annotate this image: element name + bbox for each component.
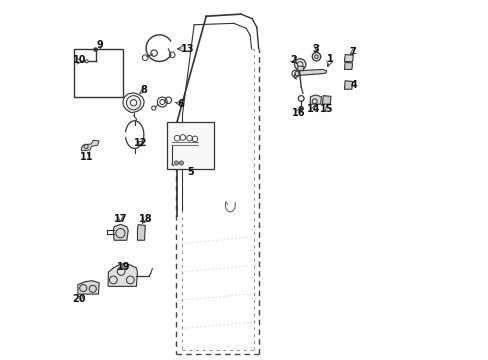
Circle shape bbox=[94, 48, 97, 51]
Polygon shape bbox=[309, 95, 321, 104]
Text: 10: 10 bbox=[73, 55, 86, 65]
Polygon shape bbox=[113, 224, 128, 240]
Circle shape bbox=[299, 106, 303, 111]
Text: 13: 13 bbox=[181, 44, 194, 54]
Text: 6: 6 bbox=[177, 99, 183, 109]
Polygon shape bbox=[81, 140, 99, 151]
Text: 17: 17 bbox=[114, 214, 127, 224]
Text: 7: 7 bbox=[349, 47, 356, 57]
Text: 1: 1 bbox=[326, 54, 333, 64]
Polygon shape bbox=[296, 66, 304, 71]
Text: 14: 14 bbox=[306, 104, 320, 114]
Circle shape bbox=[294, 59, 305, 70]
Polygon shape bbox=[137, 225, 145, 240]
Text: 8: 8 bbox=[140, 85, 146, 95]
Polygon shape bbox=[294, 69, 326, 77]
Text: 18: 18 bbox=[139, 214, 152, 224]
Text: 2: 2 bbox=[289, 55, 296, 65]
Polygon shape bbox=[122, 93, 144, 113]
Polygon shape bbox=[108, 263, 137, 286]
Polygon shape bbox=[322, 96, 330, 104]
Text: 15: 15 bbox=[320, 104, 333, 114]
Text: 16: 16 bbox=[291, 108, 305, 118]
Text: 20: 20 bbox=[72, 294, 85, 304]
Polygon shape bbox=[78, 281, 99, 294]
Text: 11: 11 bbox=[80, 152, 93, 162]
Text: 19: 19 bbox=[117, 262, 130, 272]
Text: 12: 12 bbox=[134, 138, 147, 148]
Text: 3: 3 bbox=[312, 44, 319, 54]
Polygon shape bbox=[344, 54, 353, 62]
Text: 4: 4 bbox=[349, 80, 356, 90]
Bar bbox=[74, 49, 123, 97]
Polygon shape bbox=[344, 62, 352, 69]
Circle shape bbox=[311, 53, 320, 61]
Circle shape bbox=[179, 161, 183, 165]
Circle shape bbox=[174, 161, 178, 165]
Polygon shape bbox=[344, 81, 352, 89]
Bar bbox=[166, 122, 214, 169]
Circle shape bbox=[298, 96, 304, 101]
Text: 5: 5 bbox=[186, 167, 193, 177]
Circle shape bbox=[85, 60, 88, 63]
Text: 9: 9 bbox=[97, 40, 103, 50]
